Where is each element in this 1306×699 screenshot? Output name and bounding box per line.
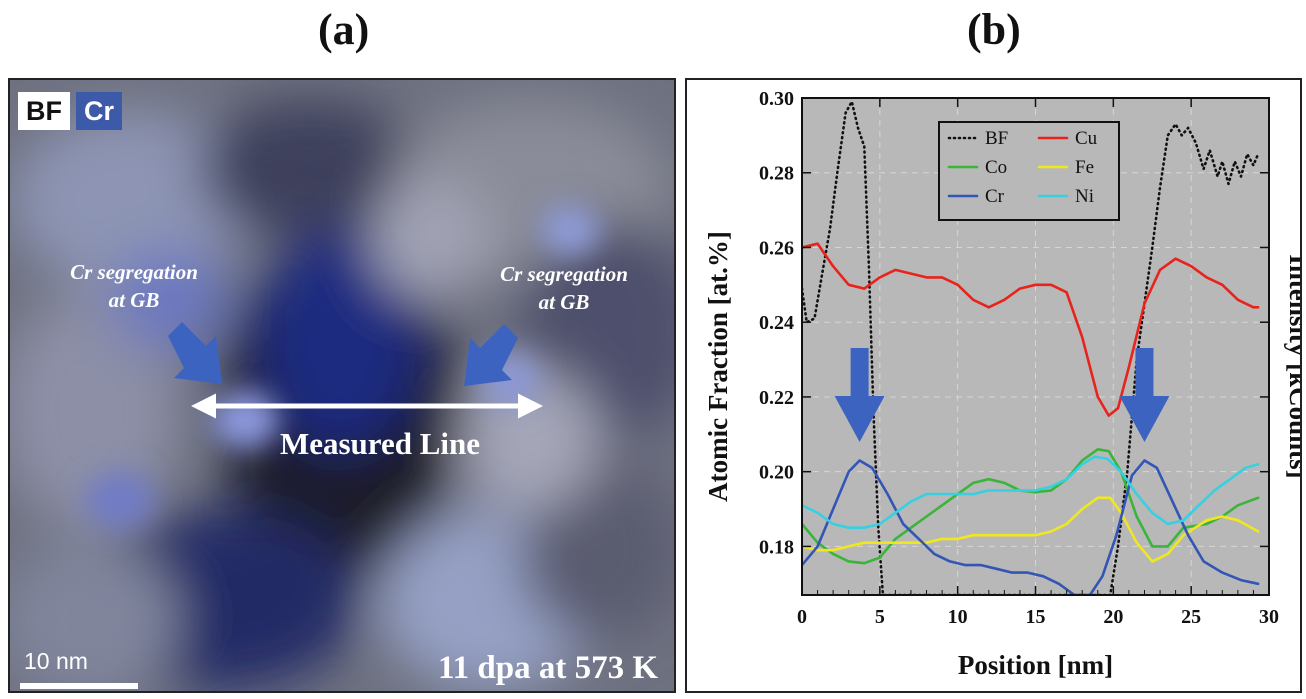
x-tick-label: 25 <box>1181 606 1201 628</box>
y-axis-title: Atomic Fraction [at.%] <box>703 231 733 502</box>
x-tick-label: 30 <box>1259 606 1279 628</box>
segregation-label-left-line2: at GB <box>108 288 160 312</box>
line-profile-panel: 0 5 10 15 20 25 30 0.18 0.20 0.22 0.24 0.26 0.28 0.30… <box>685 78 1302 693</box>
legend-label-fe: Fe <box>1075 157 1094 178</box>
legend-label-bf: BF <box>985 128 1008 149</box>
y-tick-label: 0.22 <box>759 387 794 409</box>
legend-label-cu: Cu <box>1075 128 1098 149</box>
y-tick-label: 0.28 <box>759 163 794 185</box>
micrograph-panel: BF Cr Cr segregation at GB Cr segregatio… <box>8 78 676 693</box>
segregation-label-right-line2: at GB <box>538 290 590 314</box>
segregation-label-right: Cr segregation at GB <box>474 260 654 316</box>
irradiation-condition-label: 11 dpa at 573 K <box>437 650 658 686</box>
chart-arrow-2 <box>1119 348 1170 442</box>
bf-badge: BF <box>18 92 70 130</box>
y-tick-label: 0.26 <box>759 237 794 259</box>
x-tick-label: 0 <box>797 606 807 628</box>
segregation-label-right-line1: Cr segregation <box>500 262 628 286</box>
micrograph-image <box>10 80 674 691</box>
x-tick-label: 15 <box>1026 606 1046 628</box>
legend: BF Cu Co Fe Cr Ni <box>938 121 1120 221</box>
y-tick-label: 0.18 <box>759 536 794 558</box>
series-line-cr <box>802 459 1260 595</box>
chart-arrow-1 <box>834 348 885 442</box>
chart-svg: 0 5 10 15 20 25 30 0.18 0.20 0.22 0.24 0.26 0.28 0.30… <box>703 88 1300 680</box>
x-tick-label: 10 <box>948 606 968 628</box>
series-line-fe <box>802 496 1260 563</box>
x-tick-label: 20 <box>1103 606 1123 628</box>
panel-b-title: (b) <box>967 5 1021 54</box>
legend-label-cr: Cr <box>985 186 1005 207</box>
legend-label-ni: Ni <box>1075 186 1094 207</box>
segregation-label-left: Cr segregation at GB <box>44 258 224 314</box>
measured-line-label: Measured Line <box>279 426 481 461</box>
panel-a-title: (a) <box>318 5 370 54</box>
series-line-cu <box>802 242 1260 417</box>
series-line-ni <box>802 455 1260 529</box>
scale-bar <box>20 683 138 689</box>
segregation-label-left-line1: Cr segregation <box>70 260 198 284</box>
series-group <box>802 100 1260 595</box>
y-tick-label: 0.24 <box>759 312 794 334</box>
y2-axis-title: Intensity [kCounts] <box>1284 254 1300 478</box>
legend-label-co: Co <box>985 157 1007 178</box>
x-axis-title: Position [nm] <box>958 650 1113 680</box>
series-line-bf <box>802 100 1260 595</box>
segregation-arrow-right <box>464 324 518 386</box>
cr-badge: Cr <box>76 92 123 130</box>
x-tick-label: 5 <box>875 606 885 628</box>
segregation-arrow-left <box>168 322 222 384</box>
scale-bar-label: 10 nm <box>24 648 88 674</box>
y-tick-label: 0.20 <box>759 462 794 484</box>
y-tick-label: 0.30 <box>759 88 794 110</box>
